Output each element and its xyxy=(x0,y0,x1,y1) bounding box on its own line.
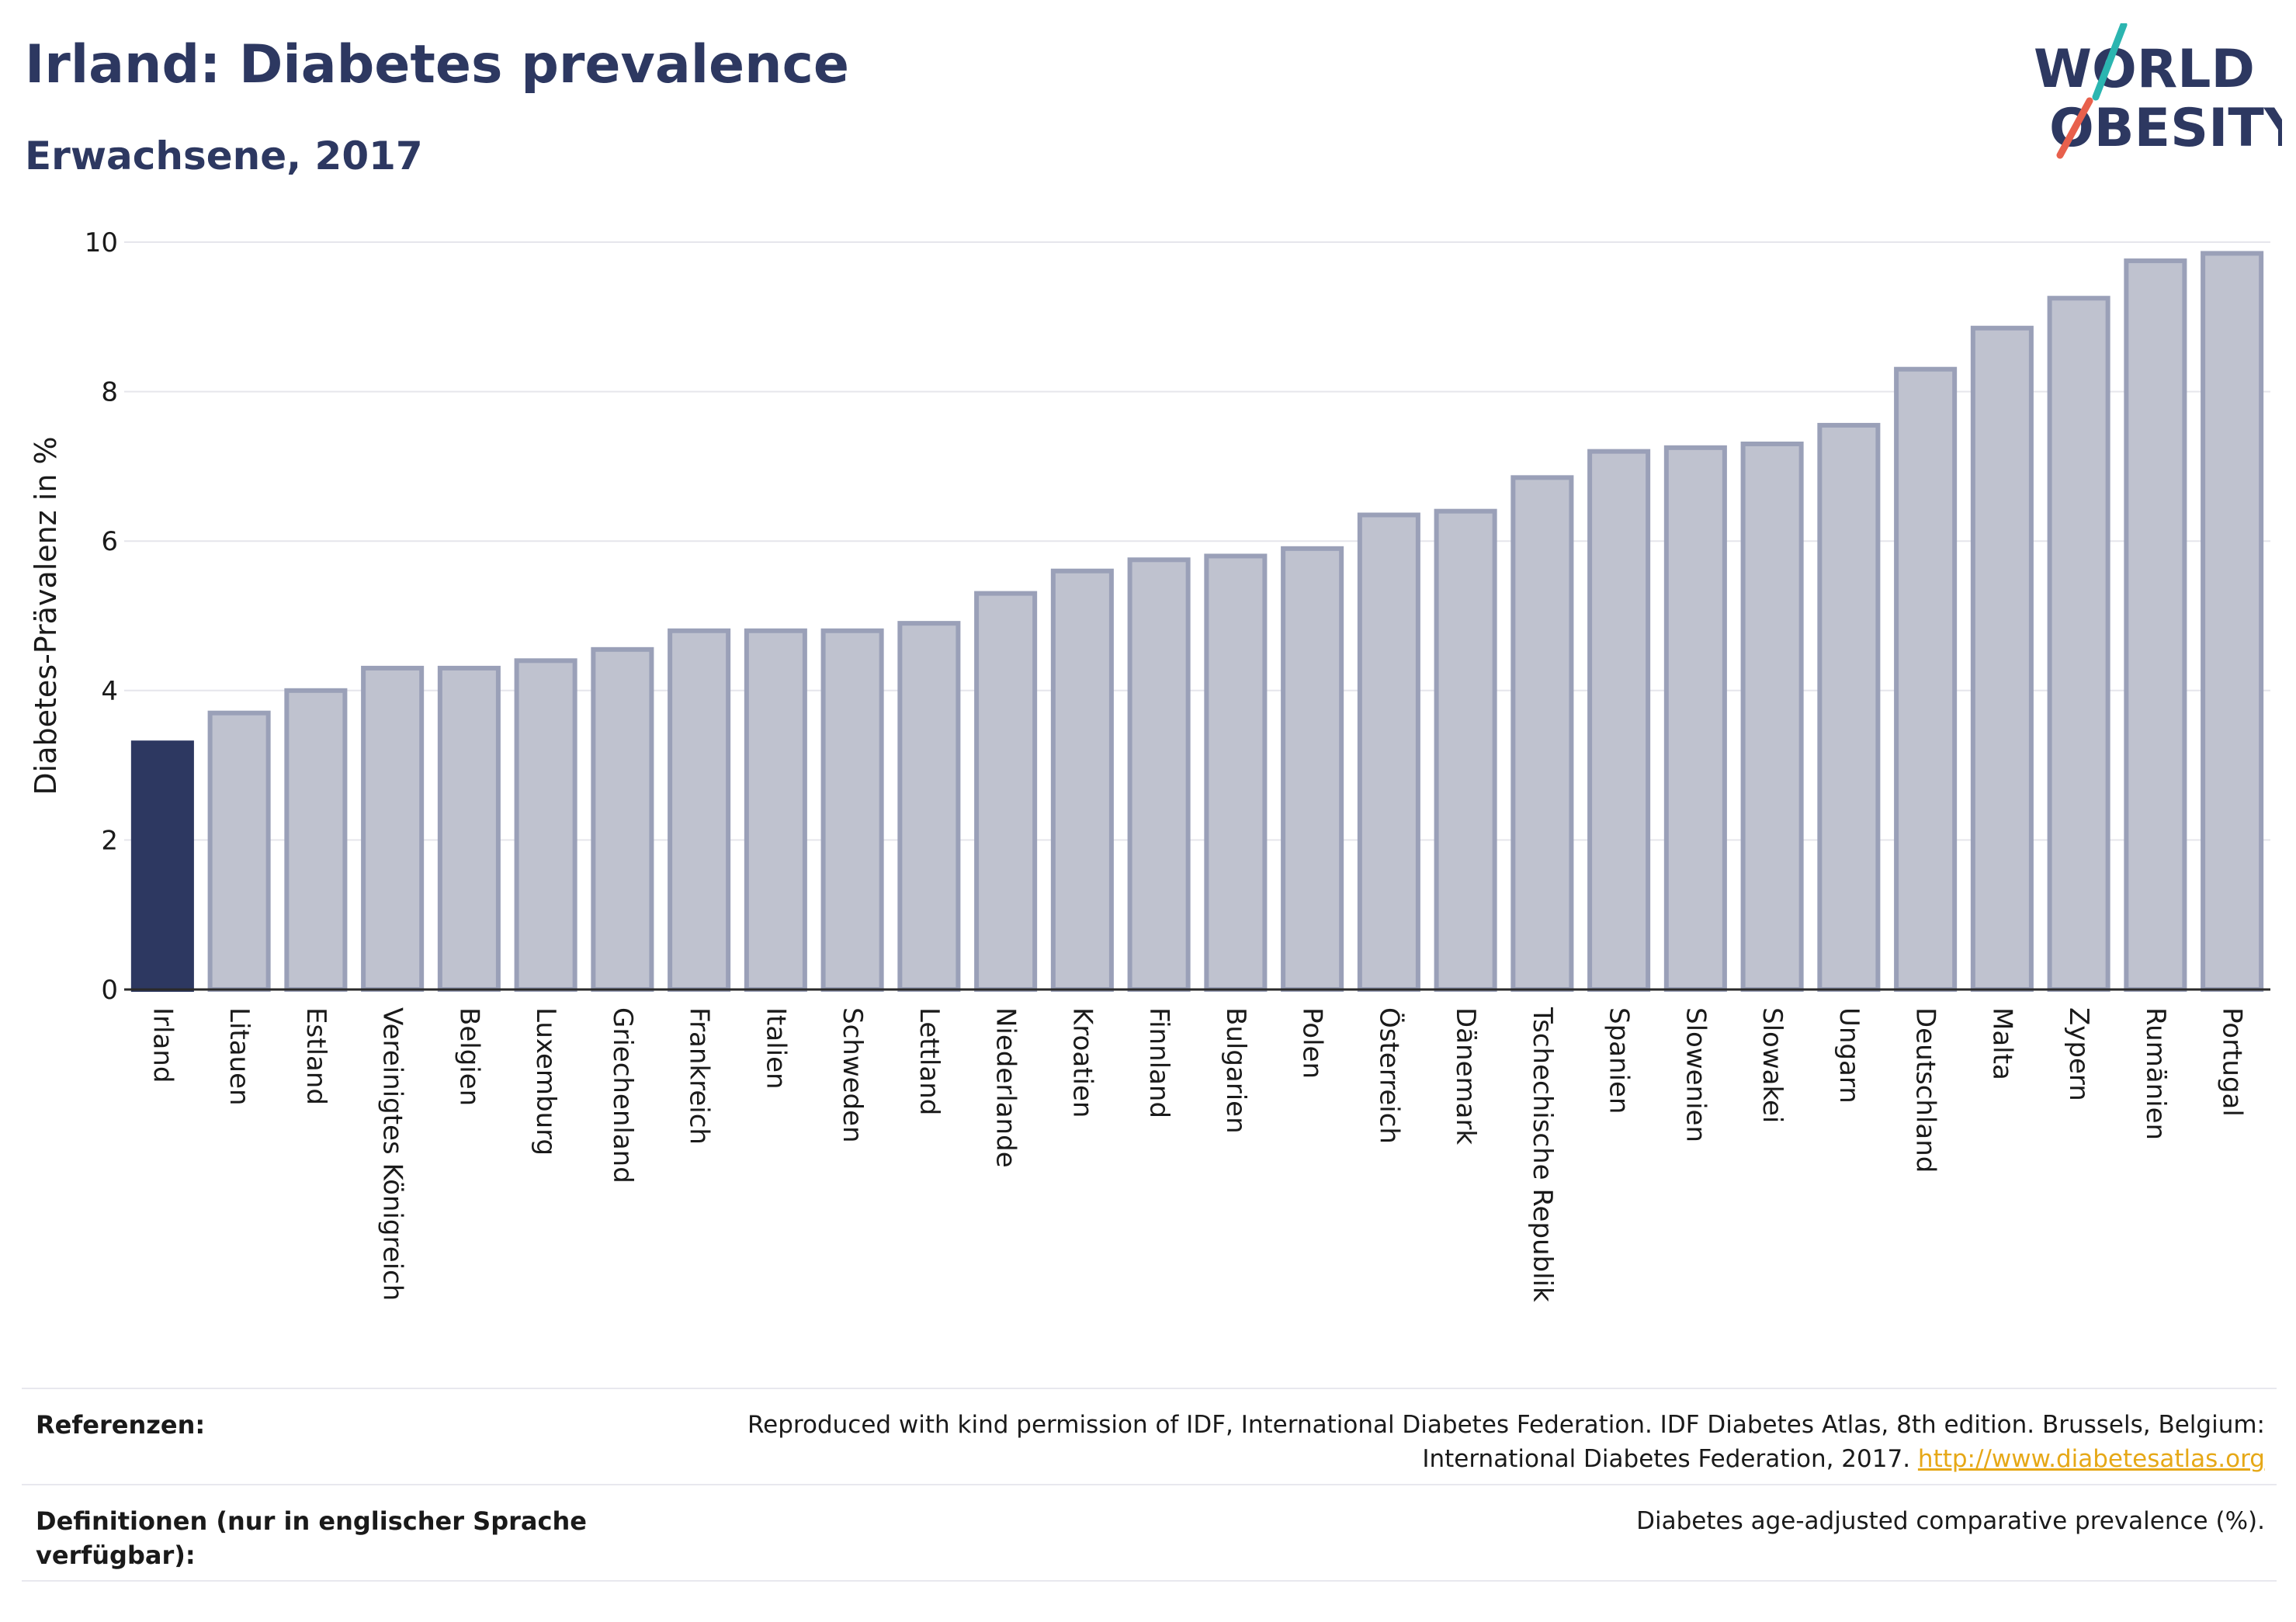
bar xyxy=(207,710,271,992)
y-tick-label: 4 xyxy=(101,676,118,707)
y-tick-label: 0 xyxy=(101,975,118,1006)
x-tick-label: Spanien xyxy=(1604,1007,1635,1114)
x-tick-label: Zypern xyxy=(2063,1007,2094,1101)
x-tick-label: Tschechische Republik xyxy=(1527,1007,1558,1302)
bar xyxy=(1050,568,1114,992)
y-tick-label: 10 xyxy=(85,227,118,258)
bar xyxy=(1970,325,2034,992)
y-tick-label: 6 xyxy=(101,526,118,557)
logo-teal-slash xyxy=(2092,23,2128,101)
definitions-label-line1: Definitionen (nur in englischer Sprache xyxy=(36,1506,587,1536)
bar xyxy=(744,628,807,992)
x-tick-label: Schweden xyxy=(837,1007,868,1143)
ref-divider-top xyxy=(22,1388,2277,1389)
bar xyxy=(1587,449,1651,992)
y-tick-label: 2 xyxy=(101,825,118,856)
x-tick-label: Niederlande xyxy=(990,1007,1021,1168)
references-text-line1: Reproduced with kind permission of IDF, … xyxy=(747,1411,2265,1439)
bar xyxy=(1510,475,1574,992)
x-tick-label: Frankreich xyxy=(684,1007,715,1145)
bar xyxy=(2047,296,2110,993)
x-tick-label: Ungarn xyxy=(1833,1007,1864,1104)
bar xyxy=(514,658,577,993)
x-tick-label: Rumänien xyxy=(2140,1007,2171,1140)
x-tick-label: Irland xyxy=(147,1007,178,1083)
bar xyxy=(820,628,884,992)
bar xyxy=(1894,366,1958,992)
bar xyxy=(361,665,425,992)
bar xyxy=(897,621,961,992)
definitions-label: Definitionen (nur in englischer Sprache … xyxy=(36,1504,587,1572)
x-tick-label: Malta xyxy=(1986,1007,2017,1080)
x-tick-label: Griechenland xyxy=(607,1007,638,1184)
x-tick-label: Finnland xyxy=(1143,1007,1174,1118)
bar xyxy=(1127,557,1191,992)
x-tick-label: Dänemark xyxy=(1450,1007,1481,1145)
bar xyxy=(591,646,654,993)
x-tick-label: Estland xyxy=(300,1007,331,1105)
x-tick-label: Österreich xyxy=(1373,1007,1405,1144)
bar xyxy=(974,591,1038,992)
bar xyxy=(2124,258,2187,992)
x-tick-label: Polen xyxy=(1297,1007,1328,1079)
bar-chart: 0 2 4 6 8 10 Diabetes-Prävalenz in % Irland Lita… xyxy=(29,227,2270,1302)
bar xyxy=(2201,251,2264,992)
y-axis-title: Diabetes-Prävalenz in % xyxy=(29,436,63,795)
definitions-label-line2: verfügbar): xyxy=(36,1541,196,1570)
diabetesatlas-link[interactable]: http://www.diabetesatlas.org xyxy=(1917,1445,2265,1473)
y-tick-label: 8 xyxy=(101,377,118,408)
chart-title: Irland: Diabetes prevalence xyxy=(25,34,850,95)
references-label: Referenzen: xyxy=(36,1410,206,1440)
bar xyxy=(668,628,731,992)
x-tick-label: Slowakei xyxy=(1757,1007,1788,1123)
world-obesity-logo: WORLD OBESITY xyxy=(2034,23,2282,159)
bar xyxy=(1357,512,1420,992)
bar xyxy=(284,688,348,992)
x-tick-label: Bulgarien xyxy=(1220,1007,1251,1134)
x-tick-label: Luxemburg xyxy=(530,1007,561,1156)
x-tick-label: Italien xyxy=(760,1007,791,1090)
ref-divider-bottom xyxy=(22,1580,2277,1582)
x-tick-label: Lettland xyxy=(914,1007,945,1115)
bar xyxy=(1281,546,1344,992)
chart-subtitle: Erwachsene, 2017 xyxy=(25,133,423,178)
x-tick-label: Vereinigtes Königreich xyxy=(377,1007,408,1301)
references-text: Reproduced with kind permission of IDF, … xyxy=(713,1408,2265,1476)
x-tick-label: Belgien xyxy=(453,1007,484,1106)
logo-line1: WORLD xyxy=(2034,39,2255,100)
bar xyxy=(1740,442,1804,992)
x-tick-label: Kroatien xyxy=(1066,1007,1098,1118)
bar xyxy=(1434,508,1497,992)
bar xyxy=(1663,445,1727,992)
x-tick-label: Litauen xyxy=(224,1007,255,1106)
bar xyxy=(437,665,501,992)
x-tick-label: Portugal xyxy=(2217,1007,2248,1117)
bar xyxy=(1817,422,1881,992)
logo-red-slash xyxy=(2056,97,2093,159)
bar xyxy=(1204,553,1268,992)
x-tick-label: Slowenien xyxy=(1680,1007,1711,1142)
x-tick-label: Deutschland xyxy=(1910,1007,1941,1173)
bar xyxy=(130,740,194,993)
ref-divider-middle xyxy=(22,1484,2277,1485)
references-text-line2: International Diabetes Federation, 2017.… xyxy=(713,1442,2265,1476)
references-text-line2-plain: International Diabetes Federation, 2017. xyxy=(1422,1445,1911,1473)
definitions-text: Diabetes age-adjusted comparative preval… xyxy=(1636,1507,2265,1535)
